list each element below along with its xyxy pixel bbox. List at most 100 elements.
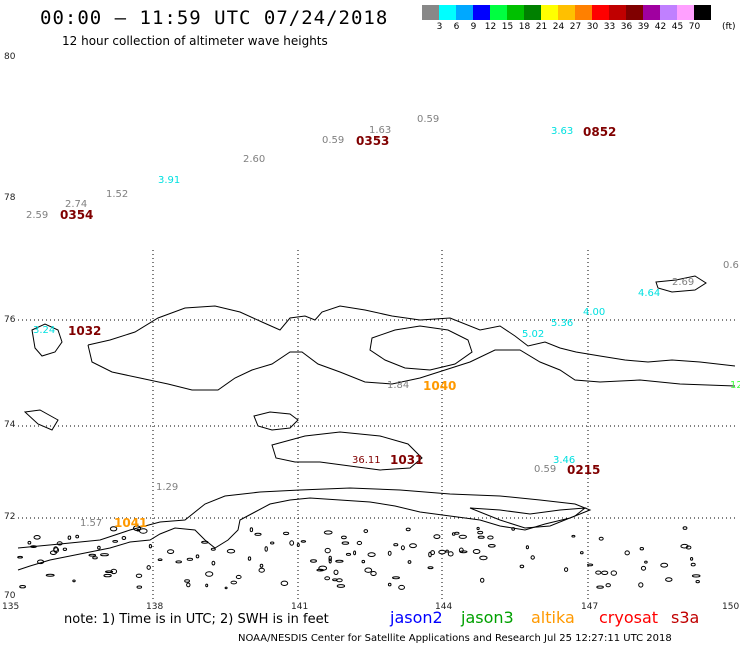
islet — [211, 560, 216, 566]
islet — [121, 536, 127, 540]
islet — [283, 531, 290, 536]
islet — [296, 543, 300, 547]
islet — [638, 582, 644, 588]
islet — [37, 559, 45, 565]
islet — [353, 550, 357, 556]
islet — [75, 534, 80, 539]
coast-new-siberian-main — [87, 305, 736, 367]
islet — [398, 584, 406, 590]
scale-label: 6 — [453, 22, 460, 32]
islet — [335, 559, 344, 563]
islet — [289, 540, 295, 546]
islet — [624, 550, 630, 556]
wave-height-label: 3.46 — [553, 455, 576, 466]
islet — [665, 577, 673, 582]
pass-time-label: 1040 — [423, 379, 457, 393]
islet — [695, 580, 700, 584]
islet — [264, 546, 268, 552]
scale-swatch — [473, 5, 490, 20]
islet — [387, 582, 392, 587]
islet — [345, 552, 352, 556]
satellite-legend-jason2: jason2 — [390, 608, 443, 627]
wave-height-label: 12 — [730, 380, 740, 391]
delta-islets — [17, 525, 701, 590]
islet — [100, 553, 109, 557]
islet — [477, 530, 484, 535]
scale-label: 45 — [671, 22, 684, 32]
scale-swatch — [643, 5, 660, 20]
islet — [601, 570, 609, 575]
islet — [323, 530, 333, 535]
islet — [332, 578, 338, 582]
islet — [459, 550, 468, 554]
satellite-legend-cryosat: cryosat — [599, 608, 659, 627]
islet — [316, 568, 325, 572]
islet — [201, 540, 209, 544]
islet — [487, 544, 496, 548]
page-subtitle: 12 hour collection of altimeter wave hei… — [62, 34, 328, 48]
pass-time-label: 1031 — [390, 453, 424, 467]
lon-label: 141 — [291, 602, 309, 612]
islet — [598, 536, 604, 541]
islet — [564, 567, 569, 572]
lat-label: 70 — [4, 591, 16, 601]
footer-note: note: 1) Time is in UTC; 2) SWH is in fe… — [64, 612, 329, 627]
islet — [259, 563, 264, 568]
islet — [167, 549, 175, 554]
islet — [280, 580, 289, 586]
islet — [19, 585, 27, 589]
wave-height-label: 2.69 — [672, 277, 695, 288]
islet — [249, 527, 254, 533]
islet — [27, 540, 32, 545]
scale-swatch — [524, 5, 541, 20]
islet — [310, 559, 317, 563]
coast-lagoon — [369, 325, 473, 371]
islet — [387, 550, 392, 556]
islet — [511, 527, 516, 531]
islet — [370, 571, 377, 576]
islet — [427, 566, 434, 570]
islet — [363, 529, 369, 534]
islet — [148, 544, 152, 549]
islet — [103, 573, 112, 578]
islet — [367, 552, 376, 557]
islet — [56, 541, 63, 546]
islet — [175, 560, 182, 564]
satellite-legend-altika: altika — [531, 608, 575, 627]
islet — [610, 570, 617, 576]
scale-label: 42 — [654, 22, 667, 32]
pass-time-label: 0852 — [583, 125, 617, 139]
islet — [324, 576, 331, 581]
scale-label: 70 — [688, 22, 701, 32]
islet — [110, 568, 118, 575]
islet — [605, 583, 611, 588]
wave-height-label: 0.6 — [723, 260, 739, 271]
pass-time-label: 0215 — [567, 463, 601, 477]
credit-line: NOAA/NESDIS Center for Satellite Applica… — [238, 633, 672, 644]
islet — [660, 562, 669, 568]
scale-swatch — [677, 5, 694, 20]
islet — [135, 573, 143, 578]
wave-height-label: 1.57 — [80, 518, 103, 529]
islet — [186, 557, 194, 561]
islet — [210, 547, 216, 551]
islet — [33, 535, 41, 540]
islet — [133, 525, 141, 532]
wave-height-label: 0.59 — [534, 464, 557, 475]
page-title: 00:00 – 11:59 UTC 07/24/2018 — [40, 7, 389, 29]
coast-east-island — [655, 275, 707, 293]
islet — [205, 571, 214, 577]
scale-label: 24 — [552, 22, 565, 32]
lon-label: 135 — [2, 602, 20, 612]
lat-label: 80 — [4, 52, 16, 62]
scale-label: 15 — [501, 22, 514, 32]
scale-label: 30 — [586, 22, 599, 32]
scale-swatch — [660, 5, 677, 20]
pass-time-label: 0353 — [356, 134, 390, 148]
wave-height-label: 5.02 — [522, 329, 545, 340]
islet — [682, 526, 688, 530]
islet — [324, 547, 331, 554]
coast-bennett — [23, 409, 59, 431]
color-scale-legend: 3 6 9 12 15 18 21 24 27 30 33 36 39 42 45 70 (ft) — [422, 5, 736, 35]
